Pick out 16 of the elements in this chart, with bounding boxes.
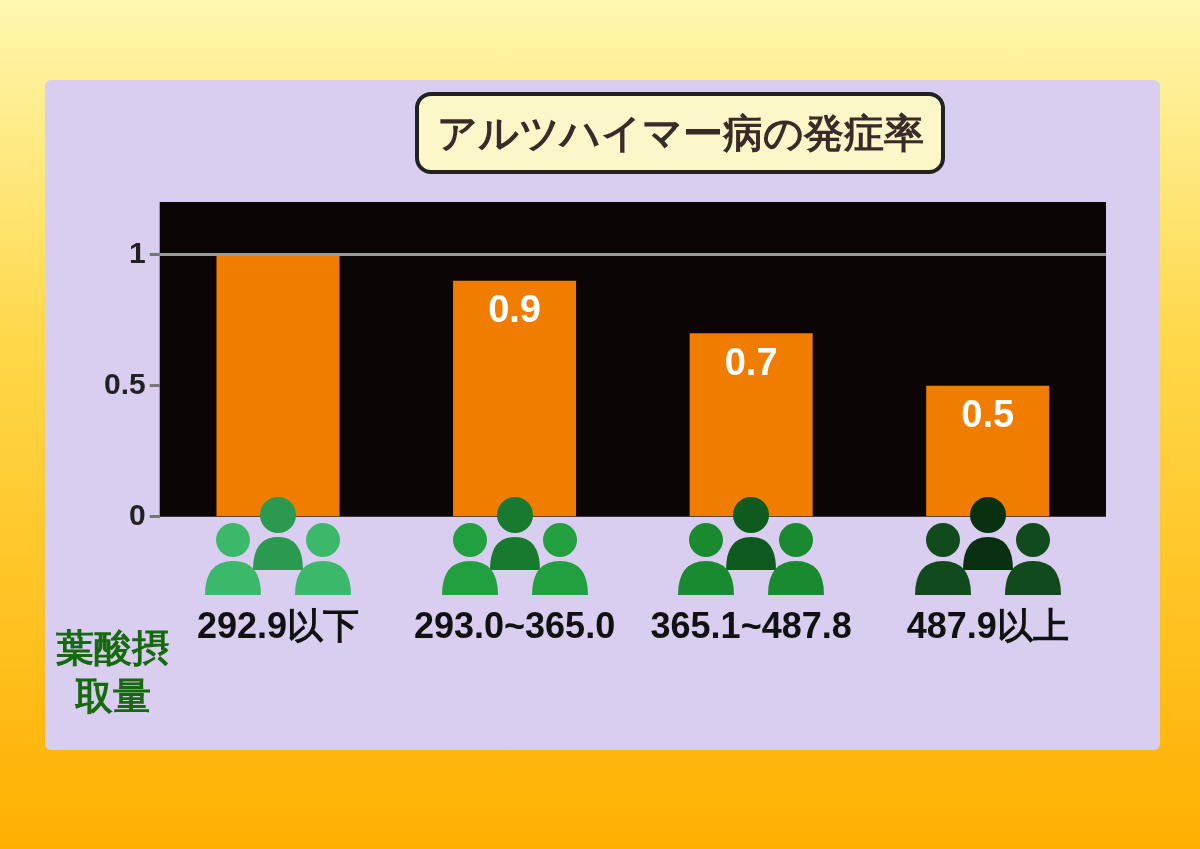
chart-title: アルツハイマー病の発症率 — [415, 92, 945, 174]
x-tick-label: 365.1~487.8 — [650, 605, 852, 647]
y-tick-label: 1 — [129, 235, 146, 269]
data-label: 0.7 — [724, 340, 778, 383]
bar — [216, 254, 340, 517]
y-tick-label: 0.5 — [103, 366, 146, 400]
y-tick-label: 0 — [129, 498, 146, 532]
x-tick-label: 487.9以上 — [906, 605, 1069, 647]
x-tick-label: 292.9以下 — [196, 605, 360, 647]
data-label: 0.5 — [961, 393, 1015, 436]
x-axis-title: 葉酸摂取量 — [54, 625, 171, 720]
data-label: 0.9 — [488, 288, 541, 331]
x-tick-label: 293.0~365.0 — [413, 605, 616, 647]
bar — [689, 333, 813, 517]
bar — [453, 280, 577, 517]
bar — [926, 385, 1050, 517]
